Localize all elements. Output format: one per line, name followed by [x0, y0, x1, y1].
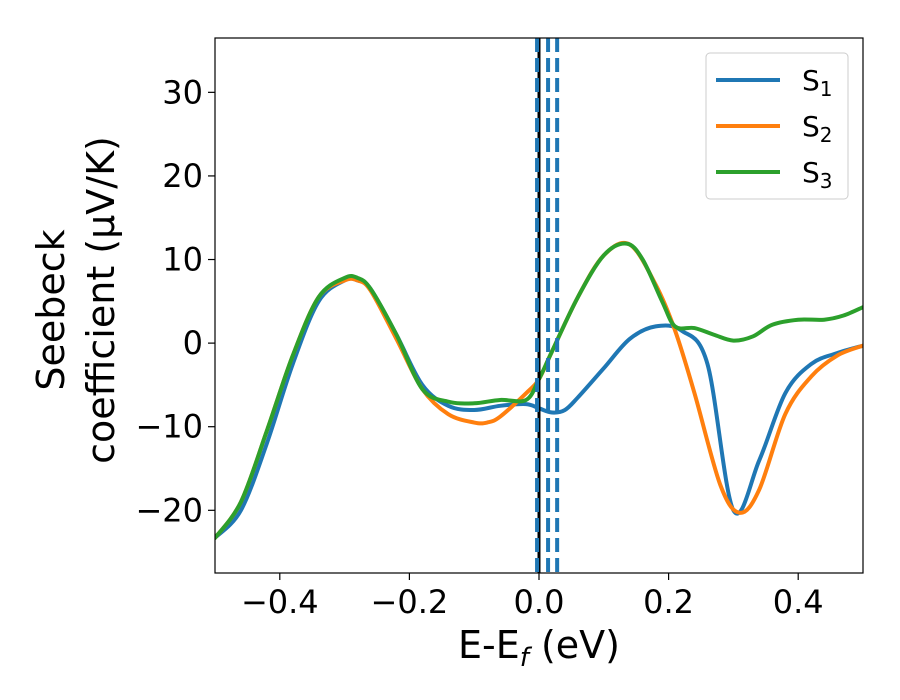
y-axis-label-line1: Seebeck: [29, 229, 73, 390]
data-layer: [215, 38, 863, 573]
legend-label-s1: S1: [802, 64, 833, 101]
y-axis-ticks: −20 −10 0 10 20 30: [135, 73, 215, 529]
y-tick-label: −20: [135, 491, 203, 529]
y-tick-label: 0: [183, 324, 203, 362]
x-tick-label: −0.4: [241, 583, 319, 621]
legend-label-s3: S3: [802, 156, 833, 193]
x-axis-label-main: E-E: [458, 623, 520, 667]
x-axis-ticks: −0.4 −0.2 0.0 0.2 0.4: [241, 573, 824, 621]
y-axis-label-line2: coefficient (μV/K): [79, 136, 123, 464]
x-tick-label: 0.0: [514, 583, 565, 621]
x-axis-label: E-Ef (eV): [458, 623, 620, 673]
y-tick-label: −10: [135, 408, 203, 446]
x-tick-label: 0.2: [643, 583, 694, 621]
x-tick-label: −0.2: [371, 583, 449, 621]
legend: S1 S2 S3: [705, 52, 849, 200]
series-line-s3: [215, 241, 863, 540]
y-tick-label: 20: [162, 157, 203, 195]
x-axis-label-unit: (eV): [529, 623, 620, 667]
y-tick-label: 10: [162, 241, 203, 279]
x-tick-label: 0.4: [773, 583, 824, 621]
y-tick-label: 30: [162, 73, 203, 111]
legend-label-s2: S2: [802, 110, 833, 147]
